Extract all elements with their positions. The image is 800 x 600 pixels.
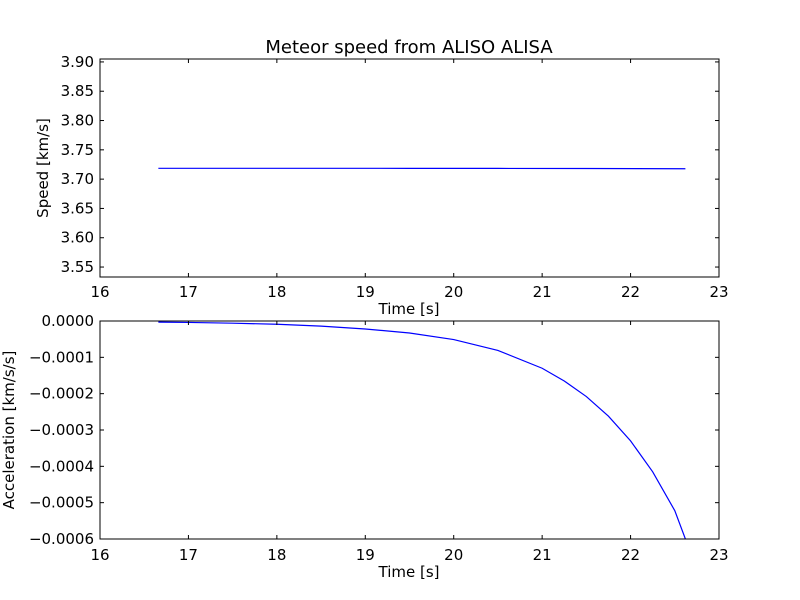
y-tick-label: 3.55 bbox=[61, 258, 94, 276]
x-tick-label: 21 bbox=[533, 546, 552, 564]
speed-plot-area: 16 17 18 19 20 21 22 23 3.55 3.60 3.65 3.70 3.75 3.80… bbox=[61, 53, 729, 301]
x-tick-label: 23 bbox=[709, 546, 728, 564]
speed-chart-title: Meteor speed from ALISO ALISA bbox=[265, 37, 553, 58]
x-tick-label: 22 bbox=[621, 283, 640, 301]
y-tick-label: 3.65 bbox=[61, 199, 94, 217]
series-line-0 bbox=[158, 321, 686, 539]
x-tick-label: 18 bbox=[267, 546, 286, 564]
y-tick-label: −0.0004 bbox=[29, 457, 94, 475]
x-tick-label: 19 bbox=[356, 283, 375, 301]
acceleration-y-axis-label: Acceleration [km/s/s] bbox=[0, 351, 18, 510]
x-tick-label: 16 bbox=[90, 283, 109, 301]
y-tick-label: 3.70 bbox=[61, 170, 94, 188]
y-tick-label: 0.0000 bbox=[42, 312, 95, 330]
x-tick-label: 22 bbox=[621, 546, 640, 564]
speed-x-axis-label: Time [s] bbox=[378, 300, 440, 318]
y-tick-label: −0.0003 bbox=[29, 421, 94, 439]
acceleration-plot-area: 16 17 18 19 20 21 22 23 −0.0006 −0.0005 −0.0004 −0.… bbox=[29, 312, 729, 564]
y-tick-label: −0.0005 bbox=[29, 494, 94, 512]
y-tick-label: 3.80 bbox=[61, 112, 94, 130]
y-tick-label: 3.60 bbox=[61, 229, 94, 247]
x-tick-label: 23 bbox=[709, 283, 728, 301]
y-tick-label: 3.75 bbox=[61, 141, 94, 159]
x-tick-label: 17 bbox=[179, 546, 198, 564]
y-tick-label: 3.90 bbox=[61, 53, 94, 71]
y-tick-label: −0.0001 bbox=[29, 348, 94, 366]
acceleration-panel: Time [s] Acceleration [km/s/s] 16 17 18 19 2… bbox=[0, 312, 729, 581]
speed-panel: Meteor speed from ALISO ALISA Time [s] S… bbox=[34, 37, 729, 318]
speed-y-axis-label: Speed [km/s] bbox=[34, 118, 52, 218]
x-tick-label: 21 bbox=[533, 283, 552, 301]
axes-frame bbox=[99, 58, 720, 278]
x-tick-label: 20 bbox=[444, 546, 463, 564]
x-tick-label: 19 bbox=[356, 546, 375, 564]
x-tick-label: 16 bbox=[90, 546, 109, 564]
x-tick-label: 18 bbox=[267, 283, 286, 301]
x-tick-label: 17 bbox=[179, 283, 198, 301]
y-tick-label: −0.0006 bbox=[29, 530, 94, 548]
y-tick-label: 3.85 bbox=[61, 82, 94, 100]
acceleration-x-axis-label: Time [s] bbox=[378, 563, 440, 581]
x-tick-label: 20 bbox=[444, 283, 463, 301]
y-tick-label: −0.0002 bbox=[29, 385, 94, 403]
